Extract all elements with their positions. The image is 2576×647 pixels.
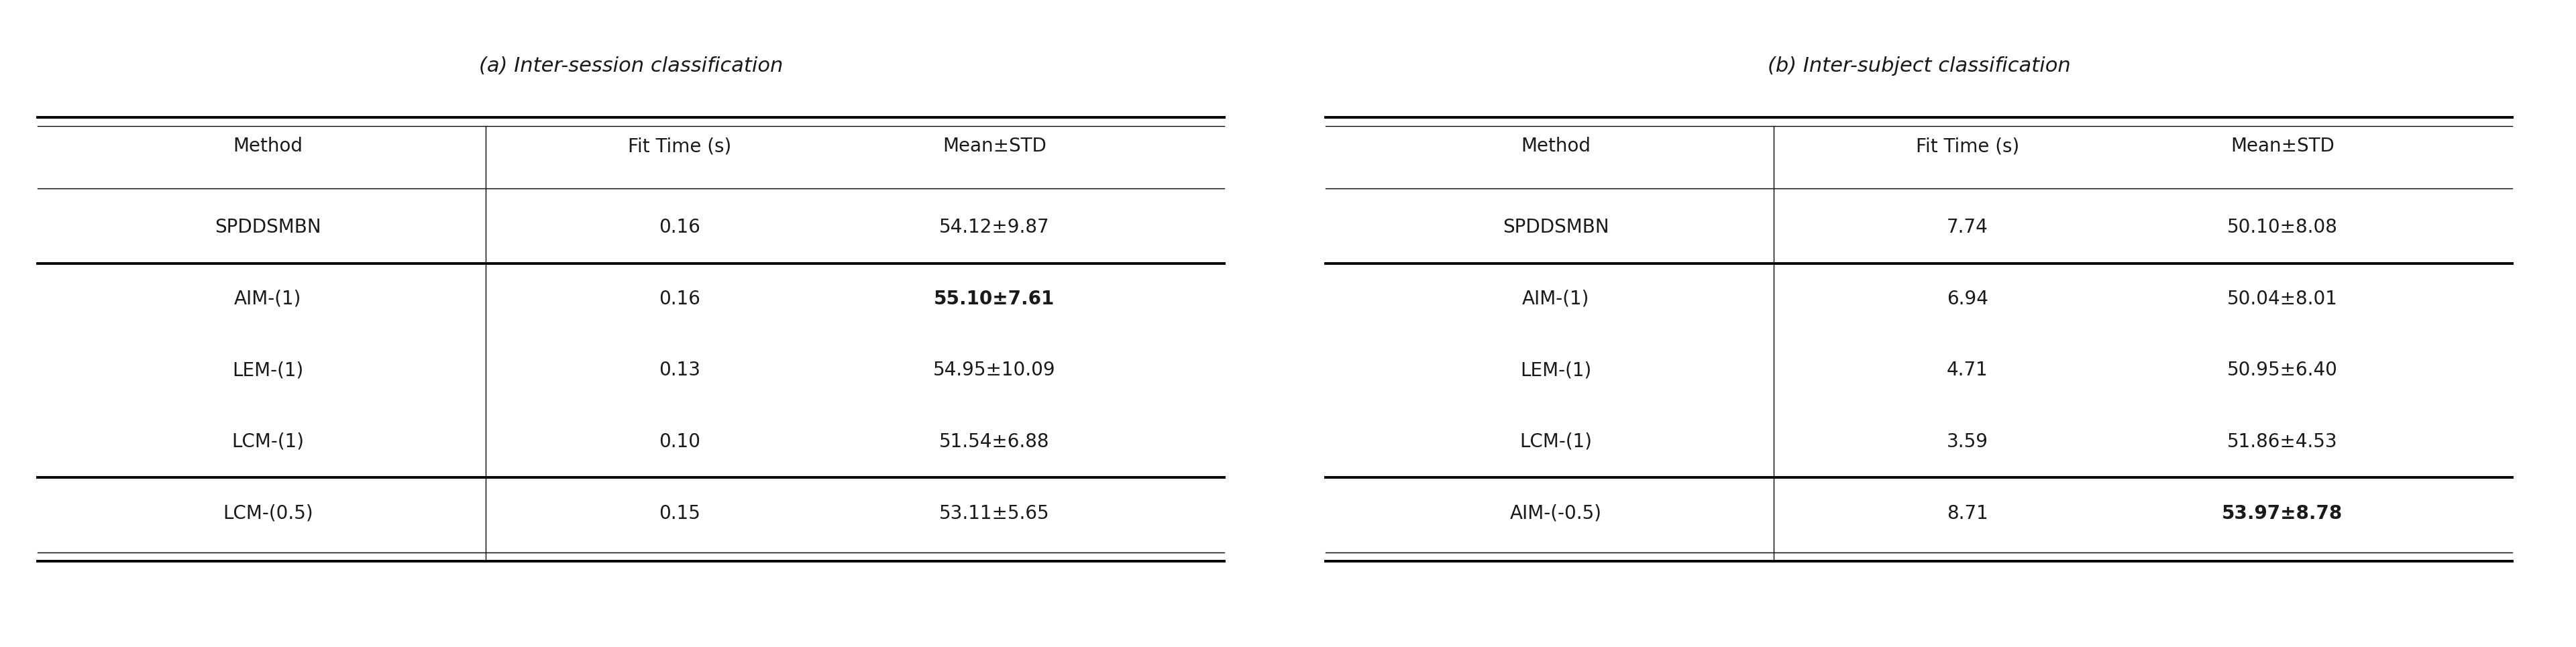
Text: LCM-(0.5): LCM-(0.5) [222,504,314,523]
Text: AIM-(1): AIM-(1) [1522,290,1589,309]
Text: 6.94: 6.94 [1947,290,1989,309]
Text: Method: Method [232,137,304,156]
Text: Mean±STD: Mean±STD [943,137,1046,156]
Text: 0.16: 0.16 [659,218,701,237]
Text: 3.59: 3.59 [1947,432,1989,451]
Text: AIM-(1): AIM-(1) [234,290,301,309]
Text: 0.13: 0.13 [659,361,701,380]
Text: 0.16: 0.16 [659,290,701,309]
Text: 50.10±8.08: 50.10±8.08 [2228,218,2336,237]
Text: Fit Time (s): Fit Time (s) [629,137,732,156]
Text: 7.74: 7.74 [1947,218,1989,237]
Text: Fit Time (s): Fit Time (s) [1917,137,2020,156]
Text: 51.86±4.53: 51.86±4.53 [2228,432,2336,451]
Text: Mean±STD: Mean±STD [2231,137,2334,156]
Text: 0.15: 0.15 [659,504,701,523]
Text: Method: Method [1520,137,1592,156]
Text: 50.04±8.01: 50.04±8.01 [2228,290,2336,309]
Text: 0.10: 0.10 [659,432,701,451]
Text: 53.97±8.78: 53.97±8.78 [2223,504,2342,523]
Text: 54.12±9.87: 54.12±9.87 [940,218,1048,237]
Text: SPDDSMBN: SPDDSMBN [1502,218,1610,237]
Text: LEM-(1): LEM-(1) [232,361,304,380]
Text: LEM-(1): LEM-(1) [1520,361,1592,380]
Text: SPDDSMBN: SPDDSMBN [214,218,322,237]
Text: LCM-(1): LCM-(1) [1520,432,1592,451]
Text: 53.11±5.65: 53.11±5.65 [940,504,1048,523]
Text: AIM-(-0.5): AIM-(-0.5) [1510,504,1602,523]
Text: 54.95±10.09: 54.95±10.09 [933,361,1056,380]
Text: (a) Inter-session classification: (a) Inter-session classification [479,56,783,76]
Text: LCM-(1): LCM-(1) [232,432,304,451]
Text: 51.54±6.88: 51.54±6.88 [940,432,1048,451]
Text: 50.95±6.40: 50.95±6.40 [2228,361,2336,380]
Text: 8.71: 8.71 [1947,504,1989,523]
Text: 55.10±7.61: 55.10±7.61 [935,290,1054,309]
Text: 4.71: 4.71 [1947,361,1989,380]
Text: (b) Inter-subject classification: (b) Inter-subject classification [1767,56,2071,76]
